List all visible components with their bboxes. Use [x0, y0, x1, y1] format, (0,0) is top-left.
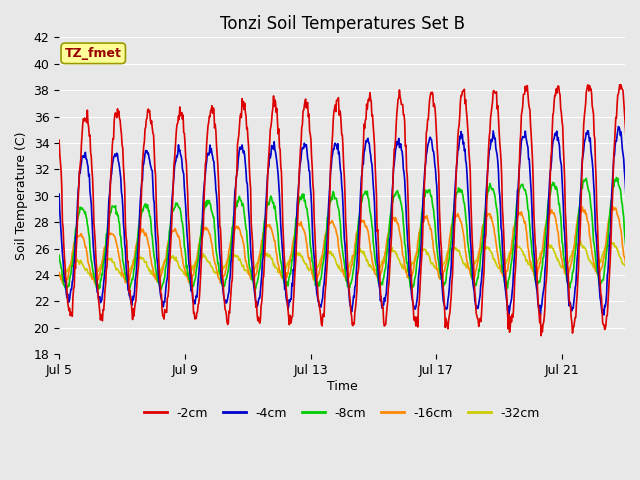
Title: Tonzi Soil Temperatures Set B: Tonzi Soil Temperatures Set B: [220, 15, 465, 33]
Text: TZ_fmet: TZ_fmet: [65, 47, 122, 60]
Legend: -2cm, -4cm, -8cm, -16cm, -32cm: -2cm, -4cm, -8cm, -16cm, -32cm: [139, 402, 545, 424]
X-axis label: Time: Time: [326, 380, 358, 393]
Y-axis label: Soil Temperature (C): Soil Temperature (C): [15, 132, 28, 260]
